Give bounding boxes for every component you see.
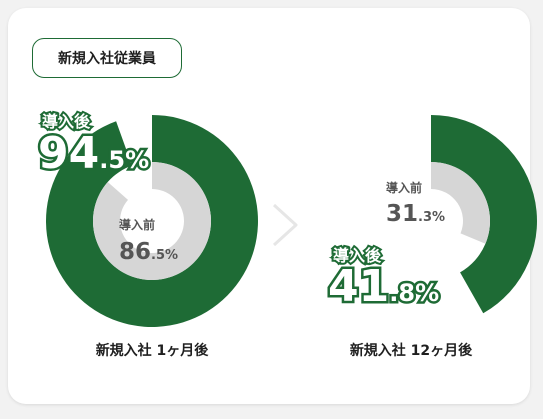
before-label-12month: 導入前 bbox=[386, 181, 423, 195]
chevron-right-icon bbox=[272, 203, 298, 247]
caption-12month: 新規入社 12ヶ月後 bbox=[349, 343, 473, 359]
before-ring-12month bbox=[431, 162, 490, 244]
after-ring-1month bbox=[46, 115, 259, 327]
after-ring-12month bbox=[431, 115, 537, 314]
donut-chart-1month bbox=[46, 115, 259, 327]
caption-1month: 新規入社 1ヶ月後 bbox=[95, 343, 209, 359]
donut-chart-12month bbox=[431, 115, 537, 314]
after-value-12month: 41.8% bbox=[325, 259, 441, 315]
category-badge: 新規入社従業員 bbox=[32, 38, 182, 78]
before-value-12month: 31.3% bbox=[386, 201, 446, 227]
before-value-1month: 86.5% bbox=[119, 239, 179, 265]
before-ring-1month bbox=[93, 162, 212, 280]
after-value-1month: 94.5% bbox=[35, 126, 151, 182]
after-label-1month: 導入後 bbox=[40, 110, 92, 133]
after-label-12month: 導入後 bbox=[331, 244, 383, 267]
before-label-1month: 導入前 bbox=[119, 218, 156, 232]
